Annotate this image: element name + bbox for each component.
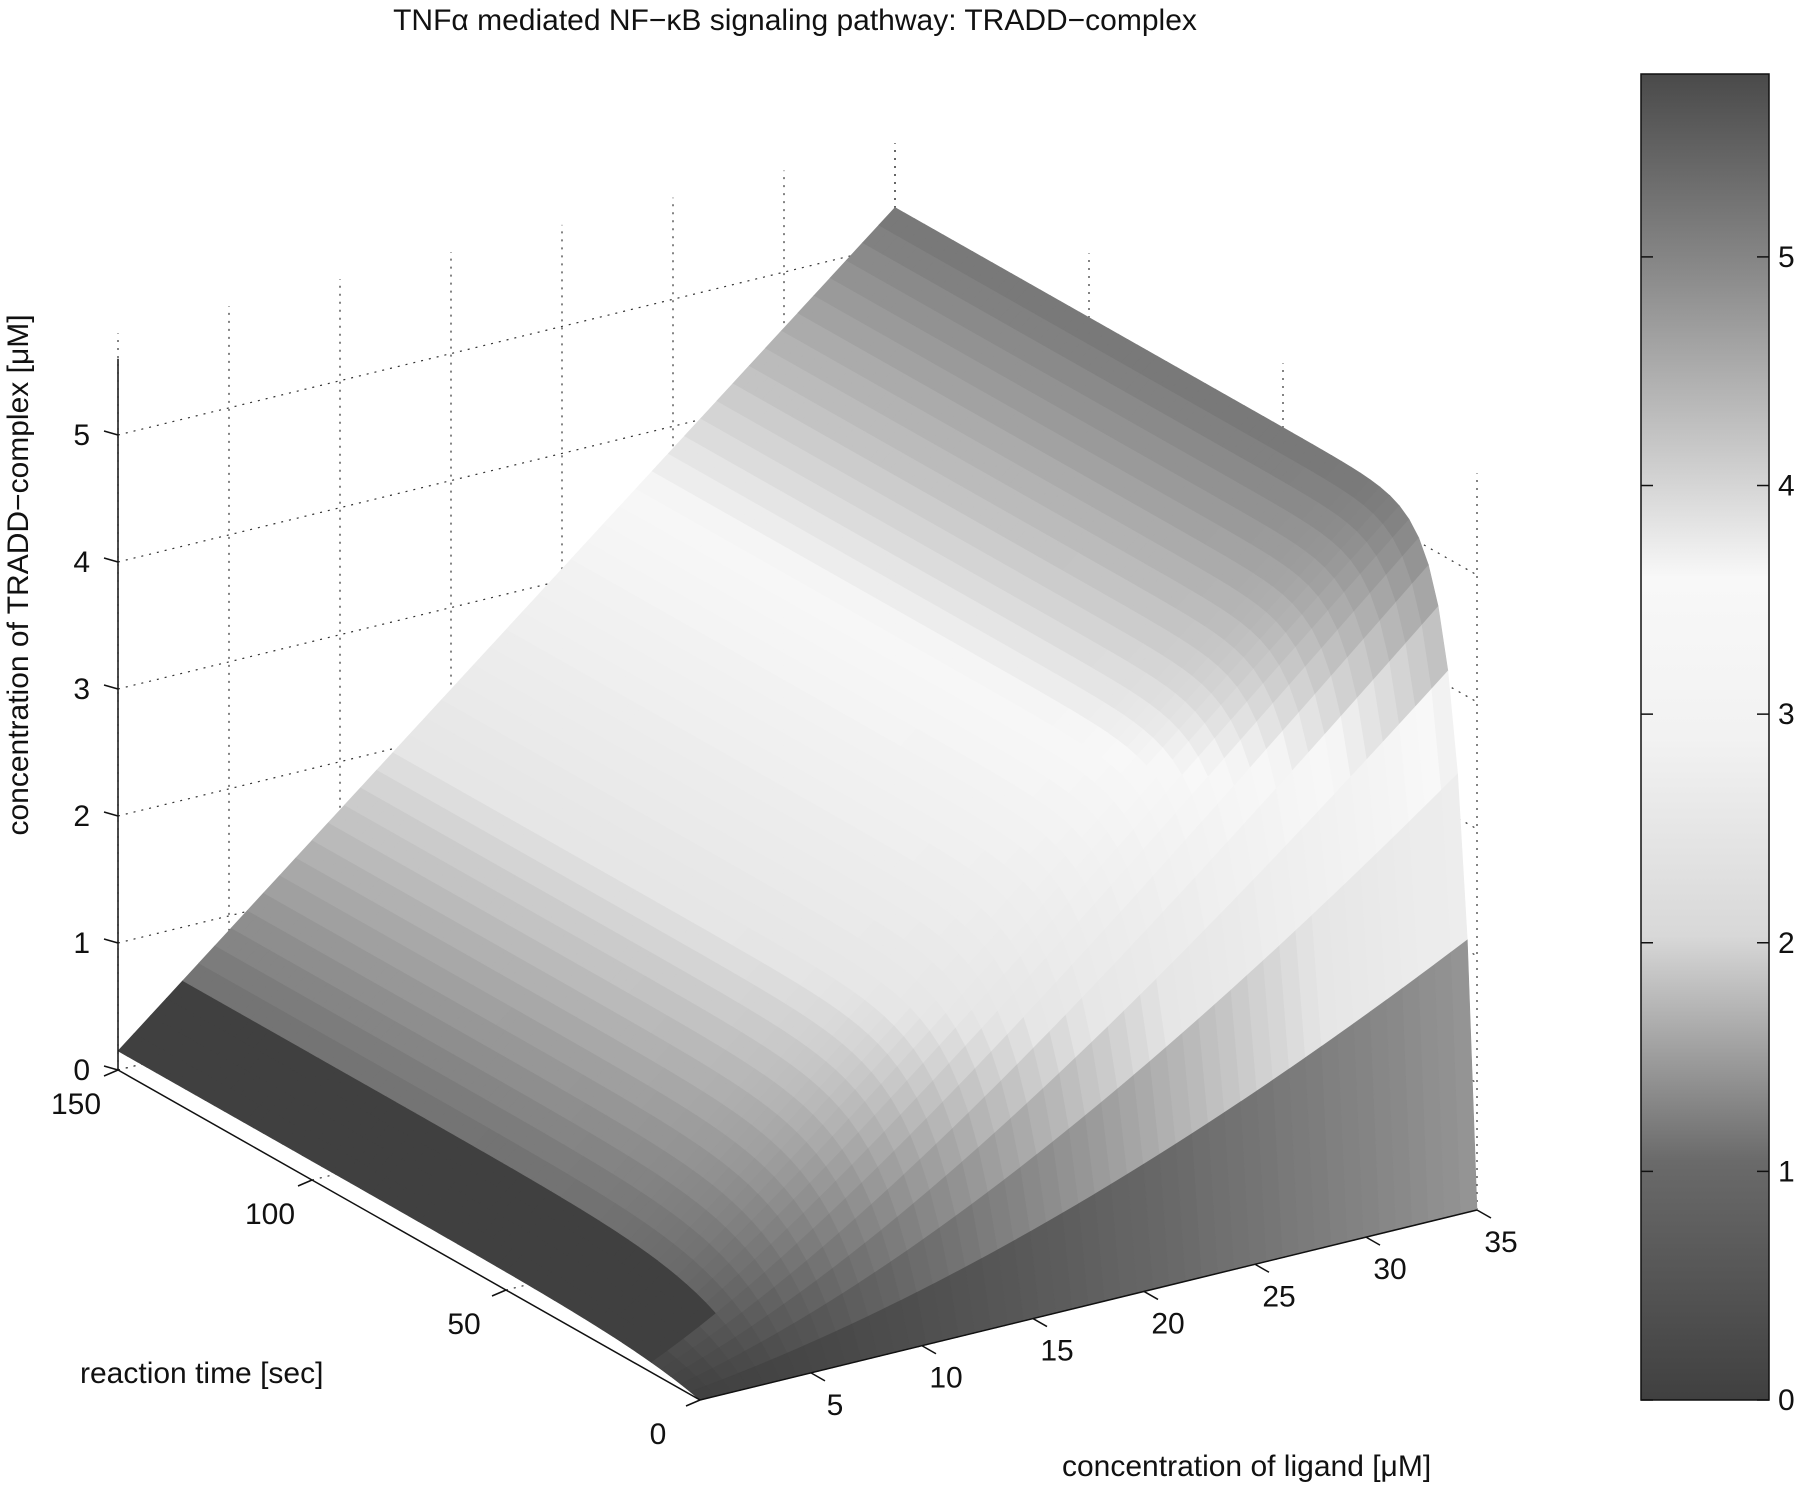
x-axis-tick xyxy=(1365,1236,1381,1246)
y-axis-line xyxy=(117,1069,701,1401)
x-tick-label: 20 xyxy=(1151,1307,1184,1340)
colorbar-tick-label: 3 xyxy=(1778,698,1795,731)
colorbar-gradient xyxy=(1640,73,1770,1401)
x-tick-label: 35 xyxy=(1484,1226,1517,1259)
z-tick-label: 2 xyxy=(73,800,90,833)
x-tick-label: 15 xyxy=(1040,1335,1073,1368)
surface-plot xyxy=(117,207,1478,1401)
y-tick-label: 150 xyxy=(51,1088,101,1121)
colorbar-tick-label: 4 xyxy=(1778,470,1795,503)
x-axis-tick xyxy=(810,1372,826,1382)
colorbar-tick-label: 5 xyxy=(1778,241,1795,274)
z-tick-label: 4 xyxy=(73,546,90,579)
y-tick-label: 50 xyxy=(447,1308,480,1341)
y-axis-tick xyxy=(491,1289,507,1297)
colorbar: 0 1 2 3 4 5 xyxy=(1640,73,1795,1417)
y-tick-label: 0 xyxy=(650,1418,667,1451)
z-tick-label: 5 xyxy=(73,419,90,452)
z-tick-label: 0 xyxy=(73,1054,90,1087)
z-tick-label: 3 xyxy=(73,673,90,706)
chart-title: TNFα mediated NF−κB signaling pathway: T… xyxy=(393,4,1197,37)
x-axis-tick xyxy=(1476,1209,1492,1219)
y-tick-label: 100 xyxy=(245,1198,295,1231)
colorbar-tick-label: 2 xyxy=(1778,927,1795,960)
y-axis-tick xyxy=(103,1069,119,1077)
z-axis-tick xyxy=(103,938,119,944)
x-tick-label: 30 xyxy=(1373,1253,1406,1286)
z-axis-label: concentration of TRADD−complex [μM] xyxy=(2,314,35,835)
axes xyxy=(103,358,1492,1407)
y-axis-label: reaction time [sec] xyxy=(80,1357,323,1390)
y-axis-tick xyxy=(685,1399,701,1407)
z-axis-tick xyxy=(103,557,119,563)
z-axis-tick xyxy=(103,430,119,436)
x-tick-label: 25 xyxy=(1262,1280,1295,1313)
x-axis-line xyxy=(699,1209,1478,1401)
x-tick-label: 5 xyxy=(827,1389,844,1422)
y-axis-tick xyxy=(297,1179,313,1187)
x-axis-label: concentration of ligand [μM] xyxy=(1062,1450,1431,1483)
x-axis-tick xyxy=(1254,1263,1270,1273)
colorbar-tick-label: 0 xyxy=(1778,1384,1795,1417)
x-axis-tick xyxy=(1143,1290,1159,1301)
colorbar-tick-label: 1 xyxy=(1778,1155,1795,1188)
x-tick-label: 10 xyxy=(929,1362,962,1395)
z-axis-tick xyxy=(103,811,119,817)
z-axis-tick xyxy=(103,684,119,690)
x-axis-tick xyxy=(1032,1317,1048,1328)
x-axis-tick xyxy=(921,1345,937,1355)
z-axis-tick xyxy=(103,1065,119,1071)
z-tick-label: 1 xyxy=(73,927,90,960)
colorbar-ticks: 0 1 2 3 4 5 xyxy=(1641,241,1795,1417)
